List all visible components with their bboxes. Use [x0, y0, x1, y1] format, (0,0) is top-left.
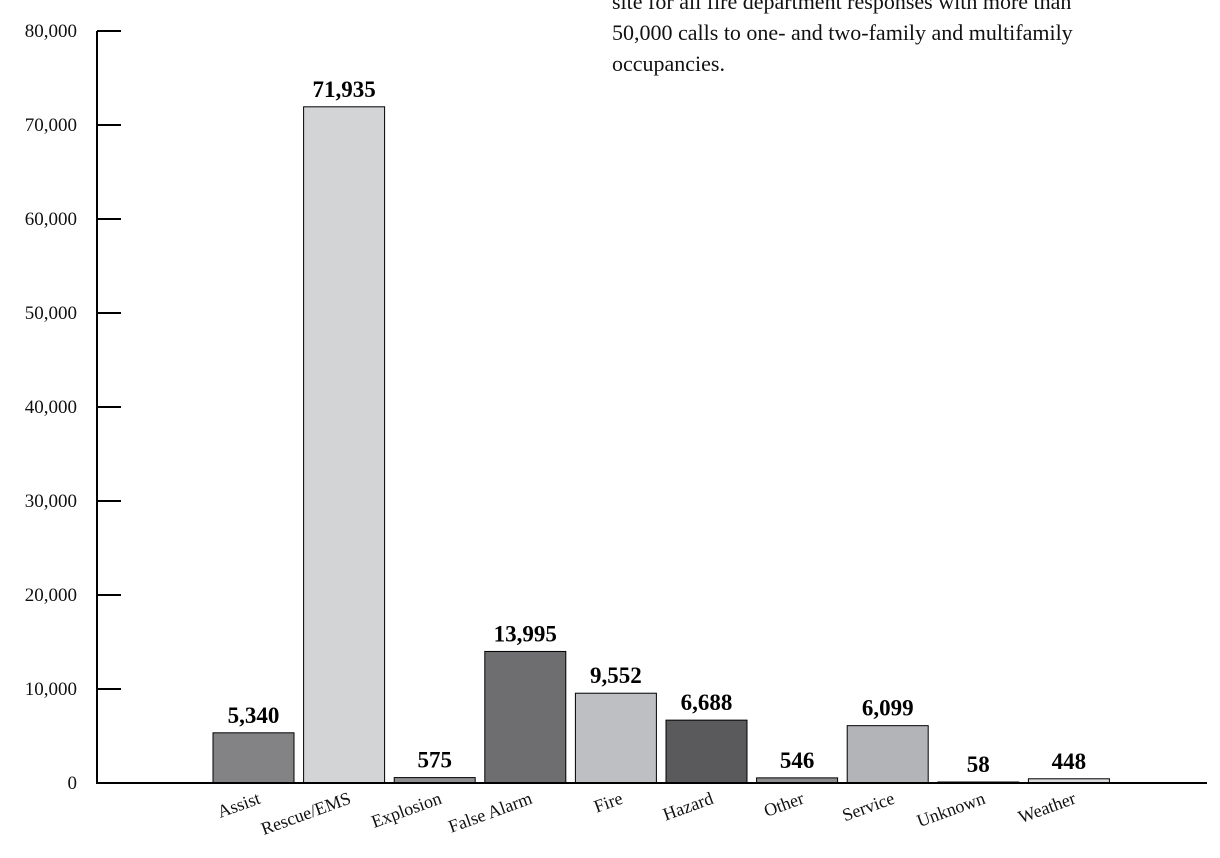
annotation-text: site for all fire department responses w…	[612, 0, 1212, 79]
y-tick-label: 20,000	[25, 585, 77, 606]
y-tick-label: 70,000	[25, 115, 77, 136]
value-labels: 5,340 71,935 575 13,995 9,552 6,688 546 6,099 58…	[228, 77, 1087, 777]
bar	[665, 719, 748, 784]
y-tick-label: 10,000	[25, 679, 77, 700]
category-label: Hazard	[660, 788, 716, 825]
y-tick-label: 30,000	[25, 491, 77, 512]
y-tick-label: 40,000	[25, 397, 77, 418]
annotation-line: occupancies.	[612, 51, 725, 76]
bar	[484, 650, 567, 784]
category-label: Other	[761, 788, 806, 821]
bar-value-label: 9,552	[590, 663, 642, 688]
annotation-line: 50,000 calls to one- and two-family and …	[612, 20, 1073, 45]
bar	[303, 106, 386, 784]
category-label: Rescue/EMS	[258, 788, 353, 839]
bar	[212, 732, 295, 784]
y-tick-label: 60,000	[25, 209, 77, 230]
category-label: Weather	[1016, 788, 1079, 827]
annotation-line: site for all fire department responses w…	[612, 0, 1072, 14]
y-tick-label: 50,000	[25, 303, 77, 324]
y-tick-label: 0	[68, 773, 78, 794]
bar	[846, 725, 929, 784]
bar-value-label: 5,340	[228, 703, 280, 728]
category-label: Unknown	[914, 788, 988, 831]
bars	[212, 106, 1110, 784]
y-tick-label: 80,000	[25, 21, 77, 42]
category-label: Fire	[591, 788, 625, 817]
bar-value-label: 546	[780, 748, 815, 773]
bar-value-label: 6,688	[681, 690, 733, 715]
bar	[574, 692, 657, 784]
category-label: Assist	[215, 788, 263, 822]
bar-value-label: 13,995	[494, 621, 557, 646]
bar-value-label: 448	[1052, 749, 1087, 774]
category-label: False Alarm	[446, 788, 535, 837]
category-label: Explosion	[369, 788, 444, 832]
bar-value-label: 71,935	[312, 77, 375, 102]
category-label: Service	[839, 788, 897, 825]
bar-value-label: 6,099	[862, 696, 914, 721]
bar-value-label: 58	[967, 752, 990, 777]
y-axis: 0 10,000 20,000 30,000 40,000 50,000 60,000 70,…	[25, 21, 121, 794]
bar-value-label: 575	[417, 748, 452, 773]
